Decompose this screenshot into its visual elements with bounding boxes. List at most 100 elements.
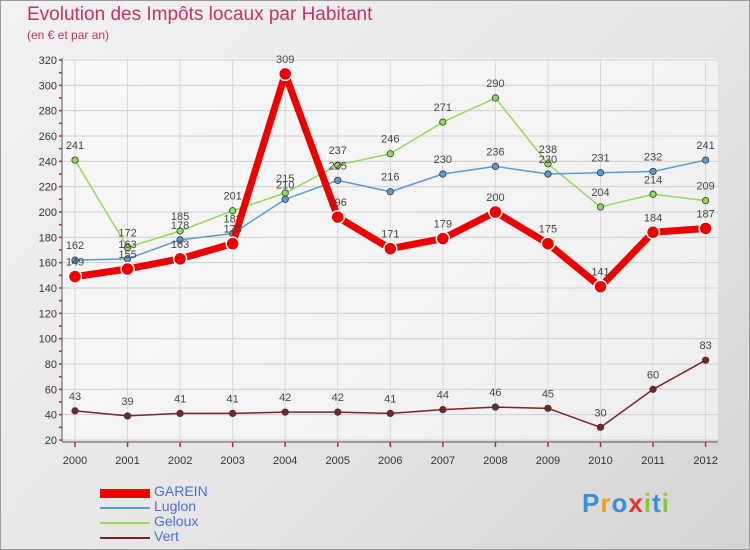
point-geloux <box>596 203 605 211</box>
data-label-garein: 163 <box>171 239 189 251</box>
legend-swatch <box>100 488 150 498</box>
data-label-luglon: 178 <box>171 220 189 232</box>
y-tick-label: 260 <box>39 131 57 143</box>
point-luglon <box>439 170 447 178</box>
legend-label: Luglon <box>154 498 197 514</box>
x-tick-label: 2007 <box>431 455 455 467</box>
y-tick-label: 200 <box>39 207 57 219</box>
point-geloux <box>439 118 447 126</box>
data-label-vert: 46 <box>489 387 501 399</box>
data-label-geloux: 271 <box>434 102 452 114</box>
y-tick-label: 140 <box>39 283 57 295</box>
data-label-garein: 309 <box>276 54 294 66</box>
y-tick-label: 80 <box>45 359 57 371</box>
y-tick-label: 20 <box>45 435 57 447</box>
point-garein <box>540 236 556 251</box>
x-tick-label: 2001 <box>115 455 139 467</box>
data-label-garein: 200 <box>486 192 504 204</box>
data-label-vert: 42 <box>279 392 291 404</box>
data-label-luglon: 230 <box>539 154 557 166</box>
data-label-geloux: 204 <box>591 187 609 199</box>
point-luglon <box>386 188 394 196</box>
point-garein <box>383 241 398 256</box>
point-vert <box>544 404 552 412</box>
data-label-luglon: 232 <box>644 151 662 163</box>
legend-swatch <box>100 537 150 539</box>
y-tick-label: 180 <box>39 232 57 244</box>
point-vert <box>386 409 394 417</box>
y-tick-label: 60 <box>45 384 57 396</box>
point-geloux <box>544 160 552 168</box>
x-tick-label: 2012 <box>693 455 717 467</box>
data-label-garein: 187 <box>696 208 714 220</box>
y-tick-label: 240 <box>39 156 57 168</box>
data-label-garein: 196 <box>329 197 347 209</box>
data-label-luglon: 162 <box>66 240 84 252</box>
data-label-vert: 41 <box>227 393 239 405</box>
data-label-garein: 171 <box>381 229 399 241</box>
data-label-geloux: 290 <box>486 78 504 90</box>
point-geloux <box>71 156 79 164</box>
point-luglon <box>334 176 342 184</box>
point-geloux <box>491 94 499 102</box>
point-garein <box>488 204 503 220</box>
point-vert <box>176 409 184 417</box>
point-luglon <box>71 256 79 264</box>
point-vert <box>701 356 710 364</box>
data-label-geloux: 172 <box>118 227 136 239</box>
point-vert <box>649 385 657 393</box>
data-label-geloux: 238 <box>539 144 557 156</box>
point-luglon <box>649 167 657 176</box>
point-vert <box>334 408 342 416</box>
data-label-luglon: 225 <box>329 160 347 172</box>
point-geloux <box>701 197 710 205</box>
y-tick-label: 220 <box>39 182 57 194</box>
legend-label: GAREIN <box>154 483 208 499</box>
point-vert <box>491 403 499 411</box>
x-tick-label: 2006 <box>378 455 402 467</box>
x-tick-label: 2000 <box>63 455 87 467</box>
legend-label: Geloux <box>154 513 199 529</box>
point-garein <box>435 231 451 246</box>
data-label-luglon: 230 <box>434 154 452 166</box>
point-geloux <box>229 207 237 215</box>
data-label-garein: 179 <box>434 219 452 231</box>
data-label-luglon: 231 <box>591 153 609 165</box>
data-label-geloux: 241 <box>66 140 84 152</box>
data-label-vert: 45 <box>542 388 554 400</box>
point-luglon <box>491 162 499 170</box>
data-label-vert: 42 <box>332 392 344 404</box>
point-geloux <box>649 190 657 198</box>
x-tick-label: 2008 <box>483 455 507 467</box>
y-tick-label: 300 <box>39 80 57 92</box>
data-label-vert: 41 <box>174 393 186 405</box>
data-label-garein: 175 <box>223 224 241 236</box>
logo-letter: r <box>600 488 612 518</box>
data-label-luglon: 216 <box>381 172 399 184</box>
data-label-luglon: 163 <box>118 239 136 251</box>
x-tick-label: 2010 <box>588 455 612 467</box>
data-label-luglon: 241 <box>696 140 714 152</box>
logo-letter: i <box>661 488 670 518</box>
data-label-vert: 39 <box>121 396 133 408</box>
logo-letter: P <box>582 488 601 518</box>
point-vert <box>439 405 447 414</box>
proxiti-logo: Proxiti <box>582 488 670 519</box>
x-tick-label: 2005 <box>326 455 350 467</box>
x-tick-label: 2002 <box>168 455 192 467</box>
data-label-vert: 30 <box>594 407 606 419</box>
data-label-geloux: 214 <box>644 174 662 186</box>
y-tick-label: 120 <box>39 308 57 320</box>
y-tick-label: 100 <box>39 334 57 346</box>
x-tick-label: 2003 <box>220 455 244 467</box>
point-garein <box>277 66 293 82</box>
point-garein <box>698 221 713 236</box>
point-garein <box>172 251 188 267</box>
x-tick-label: 2009 <box>536 455 560 467</box>
x-tick-label: 2011 <box>641 455 665 467</box>
logo-letter: i <box>643 488 653 518</box>
point-luglon <box>701 156 710 164</box>
legend-swatch <box>100 522 150 524</box>
y-tick-label: 160 <box>39 258 57 270</box>
